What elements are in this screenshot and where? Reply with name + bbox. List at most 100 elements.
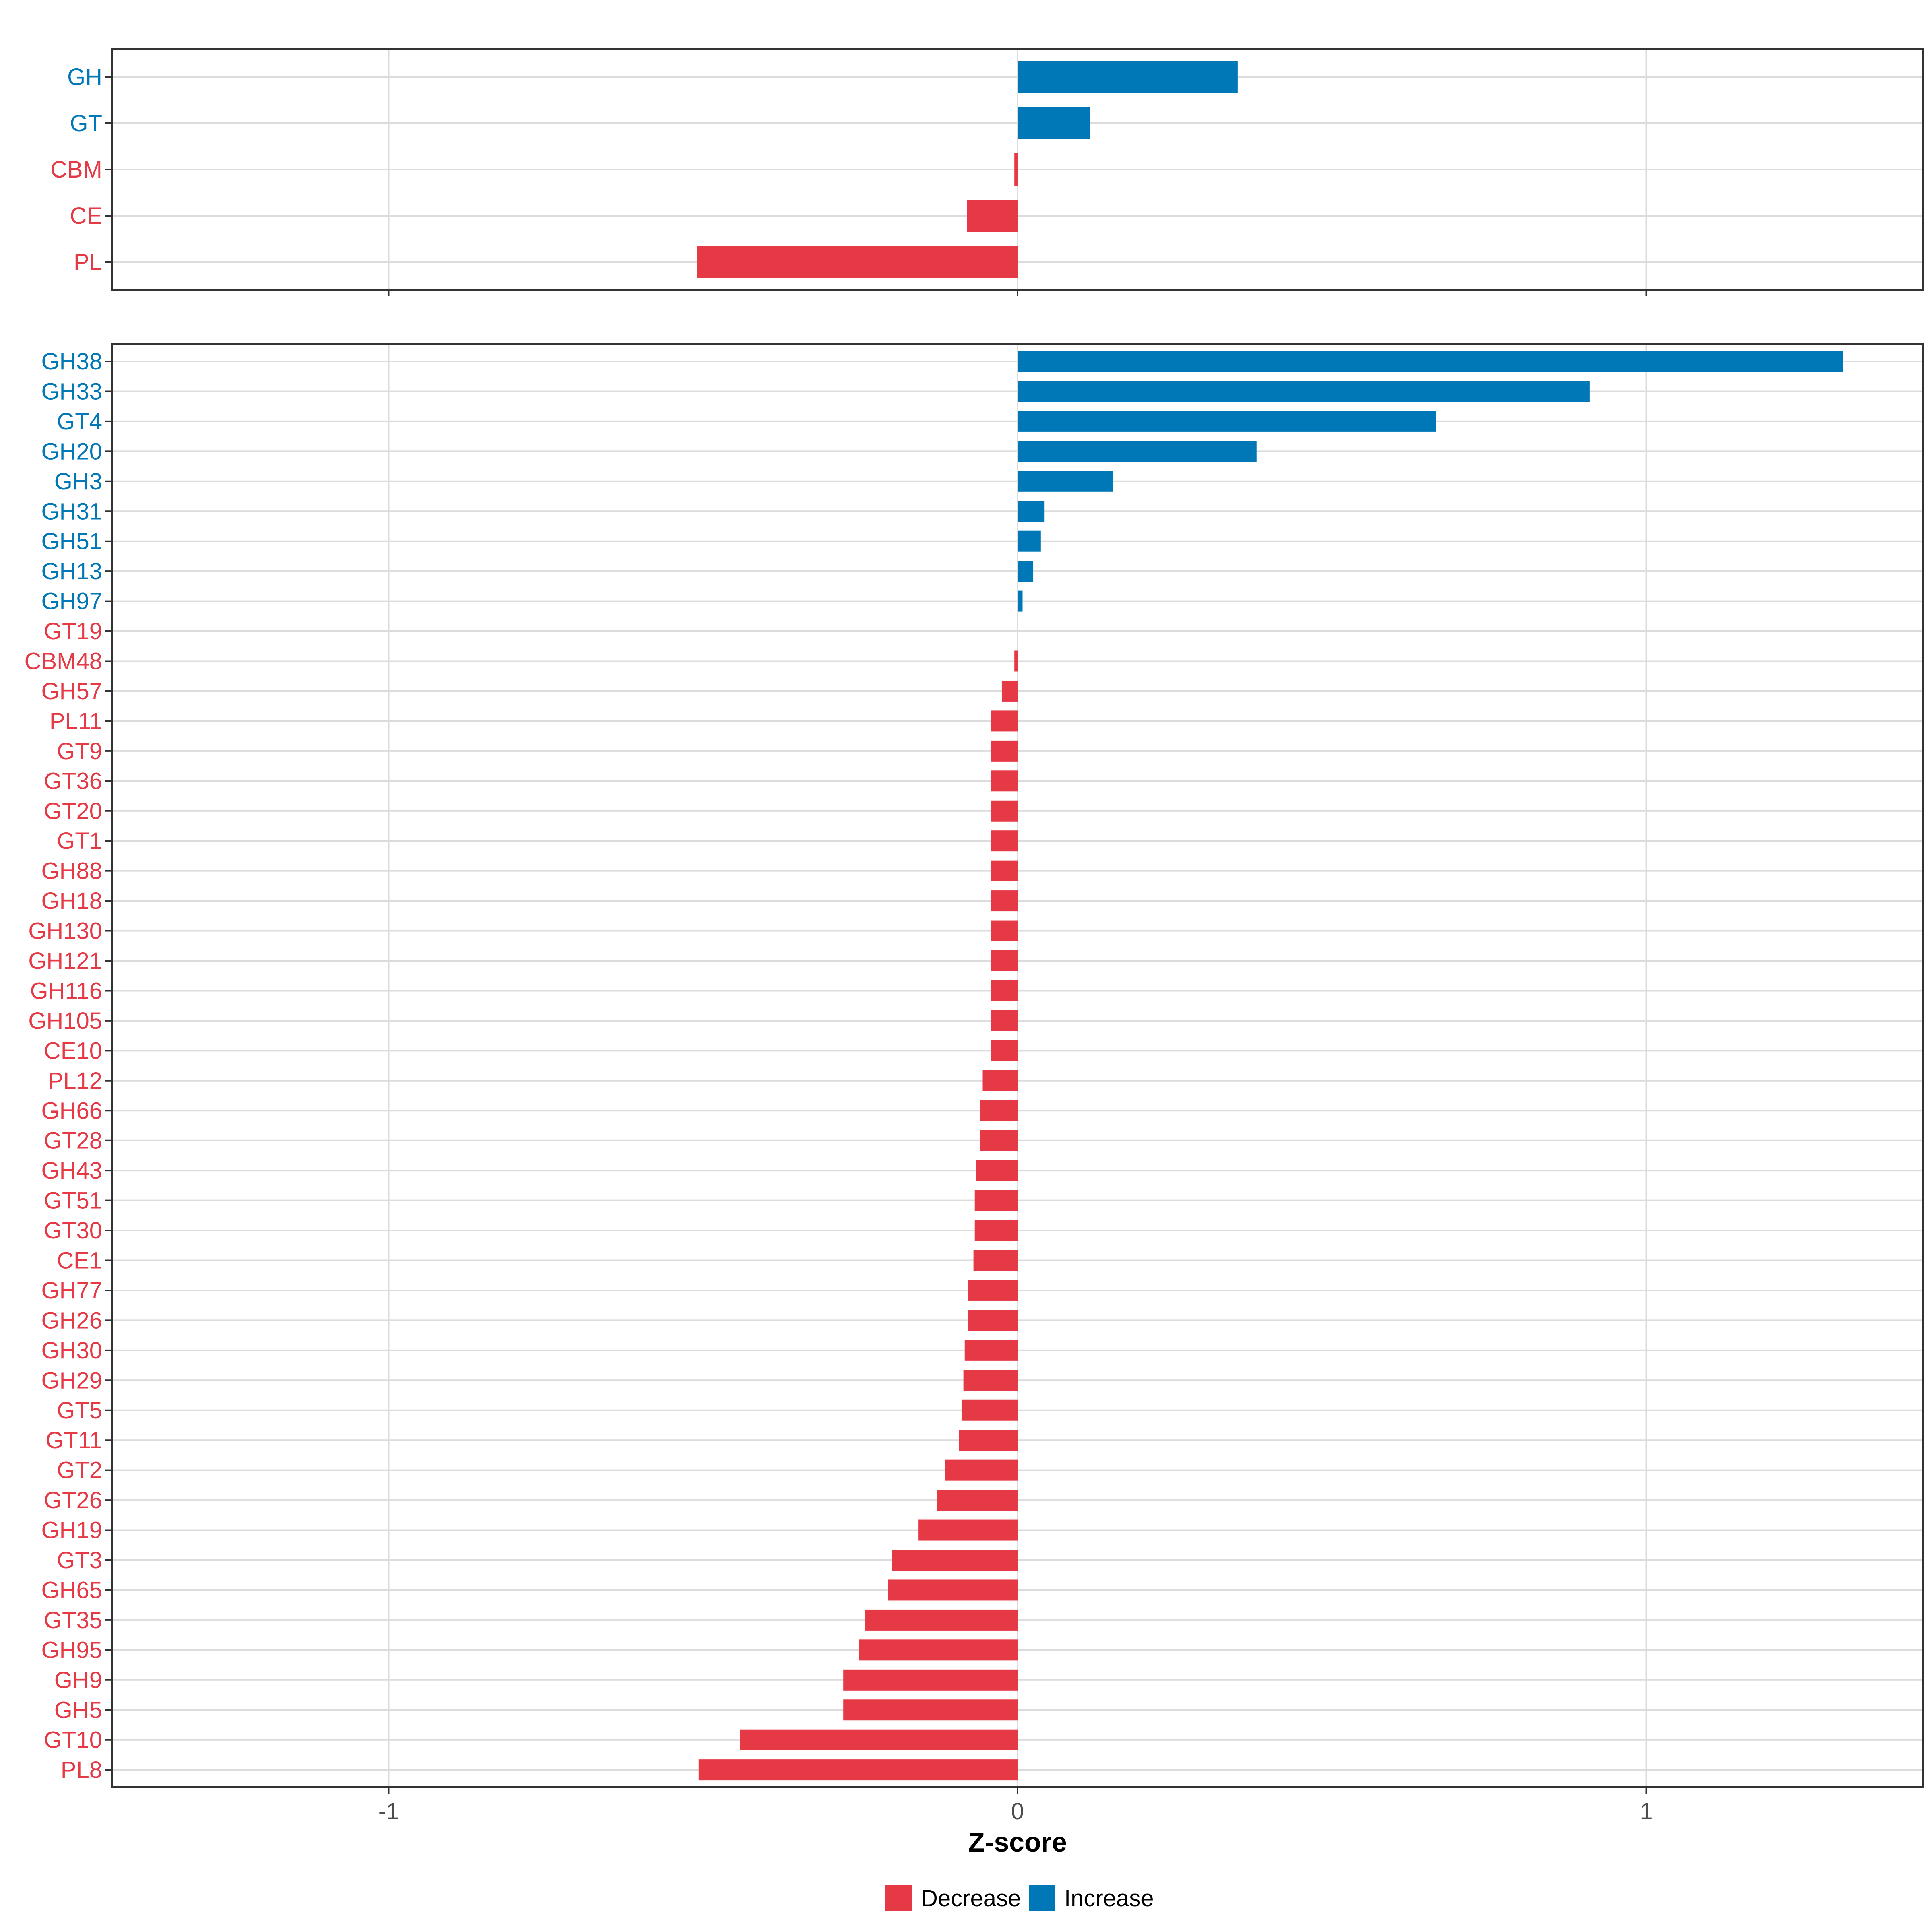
bar-gh130	[991, 920, 1018, 941]
y-tick-label-gt36: GT36	[44, 768, 102, 794]
y-tick-label-gh66: GH66	[41, 1098, 102, 1124]
bar-gh77	[968, 1280, 1018, 1301]
bar-gt5	[961, 1399, 1018, 1421]
y-tick-label-gt26: GT26	[44, 1487, 102, 1513]
y-tick-label-ce10: CE10	[44, 1038, 102, 1064]
bar-gh51	[1018, 530, 1041, 552]
x-tick-label: 0	[1011, 1798, 1024, 1825]
y-tick-label-gh18: GH18	[41, 888, 102, 914]
x-tick-label: -1	[378, 1798, 399, 1825]
bar-pl12	[982, 1070, 1018, 1091]
bar-gh3	[1018, 471, 1113, 492]
legend: Decrease Increase	[886, 1885, 1154, 1911]
bar-gt36	[991, 770, 1018, 792]
bar-cbm	[1014, 153, 1018, 186]
y-tick-label-gt19: GT19	[44, 618, 102, 644]
bar-pl11	[991, 710, 1018, 732]
bar-pl	[697, 246, 1018, 278]
y-tick-label-ce: CE	[70, 203, 102, 229]
y-tick-label-gh26: GH26	[41, 1307, 102, 1333]
x-axis: -1 0 1	[378, 1798, 1653, 1825]
legend-swatch-decrease	[886, 1885, 912, 1911]
y-tick-label-gt35: GT35	[44, 1607, 102, 1633]
bar-gt1	[991, 830, 1018, 852]
bar-gt2	[945, 1459, 1018, 1481]
y-tick-label-gt11: GT11	[45, 1427, 102, 1453]
bar-gh121	[991, 950, 1018, 971]
y-tick-label-gt4: GT4	[57, 409, 102, 435]
y-tick-label-gt9: GT9	[57, 738, 102, 764]
y-tick-label-gh121: GH121	[28, 948, 102, 974]
y-tick-label-gh19: GH19	[41, 1517, 102, 1544]
bar-gh9	[843, 1669, 1018, 1690]
bar-gt4	[1018, 411, 1436, 432]
y-tick-label-gh3: GH3	[54, 469, 102, 495]
bar-gh31	[1018, 501, 1045, 522]
y-tick-label-ce1: CE1	[57, 1248, 102, 1274]
y-tick-label-gt28: GT28	[44, 1128, 102, 1154]
bar-gt11	[959, 1430, 1018, 1451]
legend-label-increase: Increase	[1064, 1885, 1154, 1911]
y-tick-label-gh43: GH43	[41, 1158, 102, 1184]
y-tick-label-gh20: GH20	[41, 438, 102, 464]
bar-gt3	[892, 1550, 1018, 1571]
bar-gh116	[991, 980, 1018, 1001]
y-tick-label-gt30: GT30	[44, 1218, 102, 1244]
bar-gh65	[888, 1579, 1018, 1601]
bar-gh29	[963, 1370, 1018, 1391]
family-panel: GH38 GH33 GT4 GH20 GH3 GH31 GH51 GH13 GH97 GT19 CB…	[25, 343, 1924, 1794]
x-tick-label: 1	[1640, 1798, 1653, 1825]
y-tick-label-cbm: CBM	[50, 157, 102, 183]
bar-ce1	[973, 1250, 1018, 1271]
bar-gh26	[968, 1310, 1018, 1331]
y-tick-label-gh33: GH33	[41, 378, 102, 405]
y-tick-label-gh57: GH57	[41, 678, 102, 704]
bar-gt51	[974, 1190, 1018, 1211]
y-tick-label-gh116: GH116	[30, 978, 102, 1004]
x-axis-title: Z-score	[968, 1827, 1067, 1858]
y-tick-label-gt10: GT10	[44, 1727, 102, 1753]
y-tick-label-gh38: GH38	[41, 349, 102, 375]
y-tick-label-gh29: GH29	[41, 1367, 102, 1393]
y-tick-label-pl8: PL8	[61, 1757, 102, 1783]
class-panel: GH GT CBM CE PL	[50, 48, 1924, 296]
bar-gt20	[991, 800, 1018, 822]
y-tick-label-gh13: GH13	[41, 558, 102, 584]
y-tick-label-gh88: GH88	[41, 858, 102, 884]
y-tick-label-gh9: GH9	[54, 1667, 102, 1693]
bar-gt26	[937, 1490, 1018, 1511]
y-tick-label-pl12: PL12	[48, 1068, 102, 1094]
bar-gh43	[976, 1160, 1018, 1181]
y-tick-label-cbm48: CBM48	[25, 648, 102, 675]
y-tick-label-gt3: GT3	[57, 1547, 102, 1573]
bar-gt9	[991, 740, 1018, 762]
bar-gt35	[865, 1609, 1018, 1631]
y-tick-label-gt: GT	[70, 110, 102, 136]
y-tick-label-pl: PL	[74, 249, 102, 275]
y-tick-label-pl11: PL11	[50, 708, 102, 734]
y-tick-label-gh95: GH95	[41, 1637, 102, 1663]
y-tick-label-gt20: GT20	[44, 798, 102, 824]
bar-cbm48	[1014, 650, 1018, 672]
bar-ce	[967, 200, 1018, 232]
bar-gt28	[980, 1130, 1018, 1151]
bar-gh	[1018, 61, 1238, 93]
bar-gh88	[991, 860, 1018, 881]
bar-gh105	[991, 1010, 1018, 1031]
legend-swatch-increase	[1029, 1885, 1055, 1911]
y-tick-label-gt51: GT51	[44, 1188, 102, 1214]
bar-gh95	[859, 1639, 1018, 1661]
y-tick-label-gh: GH	[67, 64, 102, 90]
y-tick-label-gt1: GT1	[57, 828, 102, 854]
bar-gt10	[740, 1729, 1018, 1750]
bar-gt30	[974, 1220, 1018, 1241]
bar-gh33	[1018, 381, 1590, 402]
bar-gh20	[1018, 441, 1257, 462]
bar-gh97	[1018, 590, 1023, 612]
bar-gh30	[964, 1340, 1018, 1361]
y-tick-label-gh97: GH97	[41, 588, 102, 615]
y-tick-label-gh77: GH77	[41, 1278, 102, 1304]
y-tick-label-gt2: GT2	[57, 1457, 102, 1484]
y-tick-label-gh5: GH5	[54, 1697, 102, 1723]
